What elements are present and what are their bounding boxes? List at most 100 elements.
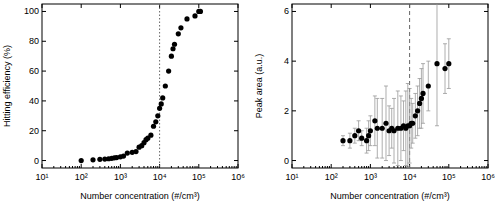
error-cap	[375, 98, 379, 99]
x-minor-tick	[358, 166, 359, 168]
error-cap	[447, 38, 451, 39]
error-cap	[411, 103, 415, 104]
reference-line	[159, 4, 160, 168]
point	[192, 13, 197, 18]
x-minor-tick	[460, 166, 461, 168]
x-minor-tick	[75, 166, 76, 168]
x-tick	[120, 4, 121, 8]
x-minor-tick	[440, 166, 441, 168]
chart-0: 10¹10²10³10⁴10⁵10⁶020406080100Number con…	[2, 4, 245, 201]
point	[172, 42, 177, 47]
x-minor-tick	[481, 166, 482, 168]
error-cap	[360, 145, 364, 146]
error-cap	[426, 110, 430, 111]
x-minor-tick	[144, 166, 145, 168]
x-minor-tick	[366, 166, 367, 168]
point	[380, 126, 385, 131]
error-cap	[357, 140, 361, 141]
error-cap	[392, 163, 396, 164]
x-minor-tick	[389, 166, 390, 168]
x-minor-tick	[171, 166, 172, 168]
error-cap	[373, 95, 377, 96]
error-cap	[357, 120, 361, 121]
point	[166, 68, 171, 73]
error-cap	[399, 160, 403, 161]
error-cap	[421, 63, 425, 64]
point	[434, 61, 439, 66]
x-minor-tick	[319, 166, 320, 168]
x-minor-tick	[325, 166, 326, 168]
x-tick-label: 10⁶	[481, 172, 495, 182]
error-cap	[411, 143, 415, 144]
point	[366, 133, 371, 138]
y-tick	[42, 71, 46, 72]
error-cap	[390, 108, 394, 109]
point	[420, 91, 425, 96]
x-minor-tick	[364, 166, 365, 168]
point	[368, 128, 373, 133]
plot-area	[79, 4, 203, 168]
x-tick-label: 10³	[364, 172, 377, 182]
error-cap	[406, 83, 410, 84]
point	[79, 158, 84, 163]
error-cap	[341, 145, 345, 146]
x-minor-tick	[108, 166, 109, 168]
y-tick	[484, 110, 488, 111]
error-cap	[367, 150, 371, 151]
error-cap	[404, 165, 408, 166]
y-tick	[42, 11, 46, 12]
error-cap	[384, 160, 388, 161]
y-tick-label: 2	[284, 106, 289, 116]
x-minor-tick	[77, 166, 78, 168]
y-tick-label: 60	[29, 66, 39, 76]
error-cap	[402, 150, 406, 151]
x-minor-tick	[327, 166, 328, 168]
point	[148, 133, 153, 138]
x-minor-tick	[150, 166, 151, 168]
error-cap	[368, 145, 372, 146]
x-minor-tick	[111, 166, 112, 168]
error-cap	[348, 133, 352, 134]
y-tick-label: 80	[29, 36, 39, 46]
x-tick-label: 10⁶	[231, 172, 245, 182]
x-minor-tick	[447, 166, 448, 168]
x-minor-tick	[403, 166, 404, 168]
error-cap	[375, 158, 379, 159]
x-minor-tick	[65, 166, 66, 168]
error-cap	[435, 125, 439, 126]
y-tick-label: 0	[34, 156, 39, 166]
x-minor-tick	[147, 166, 148, 168]
point	[375, 126, 380, 131]
x-tick	[331, 4, 332, 8]
x-minor-tick	[99, 166, 100, 168]
x-tick	[331, 164, 332, 168]
x-minor-tick	[442, 166, 443, 168]
error-cap	[365, 128, 369, 129]
x-tick-label: 10³	[114, 172, 127, 182]
y-tick	[484, 61, 488, 62]
x-minor-tick	[93, 166, 94, 168]
reference-line	[409, 4, 410, 168]
x-minor-tick	[234, 166, 235, 168]
error-cap	[387, 155, 391, 156]
y-tick-label: 20	[29, 126, 39, 136]
x-minor-tick	[476, 166, 477, 168]
x-minor-tick	[190, 166, 191, 168]
error-cap	[416, 135, 420, 136]
x-minor-tick	[484, 166, 485, 168]
error-cap	[443, 43, 447, 44]
x-minor-tick	[69, 166, 70, 168]
y-tick	[292, 61, 296, 62]
y-tick-label: 0	[284, 156, 289, 166]
x-minor-tick	[118, 166, 119, 168]
error-cap	[353, 128, 357, 129]
error-cap	[421, 123, 425, 124]
error-cap	[416, 86, 420, 87]
x-tick	[292, 164, 293, 168]
error-cap	[408, 88, 412, 89]
point	[153, 119, 158, 124]
y-tick-label: 6	[284, 6, 289, 16]
y-tick	[234, 41, 238, 42]
chart-1: 10¹10²10³10⁴10⁵10⁶0246Number concentrati…	[254, 2, 495, 201]
error-cap	[396, 90, 400, 91]
